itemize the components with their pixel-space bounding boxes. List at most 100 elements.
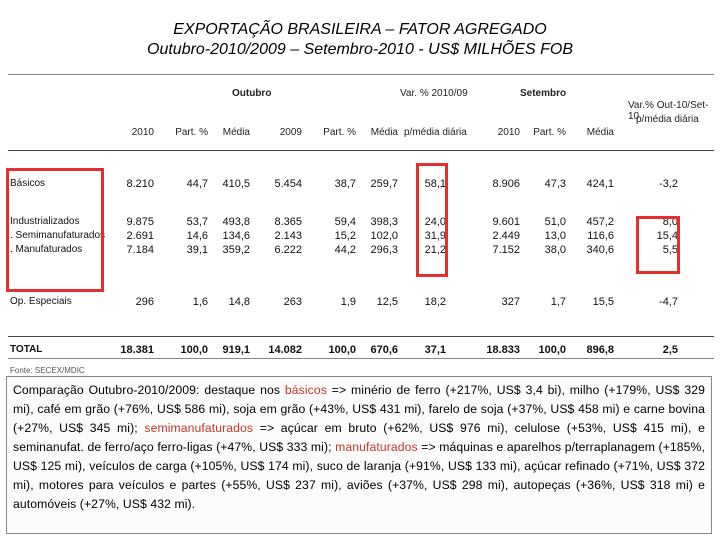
table-cell: 15,4 bbox=[656, 230, 678, 242]
highlight-box-categories bbox=[6, 168, 104, 292]
total-separator bbox=[8, 336, 714, 337]
table-cell: 5.454 bbox=[274, 178, 302, 190]
table-cell: 424,1 bbox=[586, 178, 614, 190]
header-separator bbox=[8, 150, 714, 151]
table-cell: 47,3 bbox=[544, 178, 566, 190]
table-cell: 38,7 bbox=[334, 178, 356, 190]
note-text: => minério de ferro (+217%, US$ 3,4 bi),… bbox=[13, 383, 705, 435]
table-cell: 14.082 bbox=[268, 344, 302, 356]
table-cell: 8.906 bbox=[492, 178, 520, 190]
row-label: Básicos bbox=[10, 178, 46, 189]
table-cell: 263 bbox=[283, 296, 302, 308]
table-cell: 13,0 bbox=[544, 230, 566, 242]
table-cell: 296,3 bbox=[370, 244, 398, 256]
table-cell: 5,5 bbox=[662, 244, 678, 256]
table-cell: 7.184 bbox=[126, 244, 154, 256]
table-cell: 2.143 bbox=[274, 230, 302, 242]
export-table: Outubro Var. % 2010/09 Setembro Var.% Ou… bbox=[4, 74, 716, 375]
table-cell: 12,5 bbox=[376, 296, 398, 308]
column-header: p/média diária bbox=[404, 127, 467, 138]
comparison-note: Comparação Outubro-2010/2009: destaque n… bbox=[6, 376, 712, 534]
group-header-var-out-set: Var.% Out-10/Set-10 bbox=[628, 100, 709, 122]
table-cell: 100,0 bbox=[538, 344, 566, 356]
highlight-box-var-out-set bbox=[636, 216, 680, 274]
table-cell: 9.601 bbox=[492, 216, 520, 228]
group-header-outubro: Outubro bbox=[232, 88, 272, 99]
table-cell: 2,5 bbox=[662, 344, 678, 356]
column-header: Part. % bbox=[323, 127, 356, 138]
table-bottom-border bbox=[8, 358, 714, 359]
table-cell: 100,0 bbox=[328, 344, 356, 356]
table-cell: 14,8 bbox=[228, 296, 250, 308]
row-label: . Semimanufaturados bbox=[10, 230, 106, 241]
column-header: 2010 bbox=[497, 127, 520, 138]
table-cell: 398,3 bbox=[370, 216, 398, 228]
source-note: Fonte: SECEX/MDIC bbox=[10, 366, 85, 375]
table-cell: 15,5 bbox=[592, 296, 614, 308]
table-cell: 18.833 bbox=[486, 344, 520, 356]
table-cell: 58,1 bbox=[424, 178, 446, 190]
table-cell: 31,9 bbox=[424, 230, 446, 242]
table-top-border bbox=[8, 74, 714, 75]
table-cell: 327 bbox=[501, 296, 520, 308]
row-label: . Manufaturados bbox=[10, 244, 83, 255]
column-header: 2010 bbox=[131, 127, 154, 138]
table-cell: 2.691 bbox=[126, 230, 154, 242]
table-cell: 1,9 bbox=[340, 296, 356, 308]
table-cell: 18.381 bbox=[120, 344, 154, 356]
group-header-setembro: Setembro bbox=[520, 88, 567, 99]
column-header: Média bbox=[222, 127, 250, 138]
table-cell: 102,0 bbox=[370, 230, 398, 242]
table-cell: 6.222 bbox=[274, 244, 302, 256]
column-header: 2009 bbox=[279, 127, 302, 138]
column-header: Part. % bbox=[533, 127, 566, 138]
table-cell: 134,6 bbox=[222, 230, 250, 242]
note-text: Comparação Outubro-2010/2009: destaque n… bbox=[13, 383, 285, 397]
table-cell: 100,0 bbox=[180, 344, 208, 356]
table-cell: -3,2 bbox=[659, 178, 678, 190]
table-cell: 18,2 bbox=[424, 296, 446, 308]
column-header: Média bbox=[370, 127, 398, 138]
table-cell: 8.365 bbox=[274, 216, 302, 228]
table-cell: 39,1 bbox=[186, 244, 208, 256]
table-cell: 37,1 bbox=[424, 344, 446, 356]
highlight-box-var-media bbox=[416, 163, 448, 277]
table-cell: 51,0 bbox=[544, 216, 566, 228]
table-cell: 1,6 bbox=[192, 296, 208, 308]
table-cell: 2.449 bbox=[492, 230, 520, 242]
note-highlight-basicos: básicos bbox=[284, 383, 327, 397]
table-cell: 670,6 bbox=[370, 344, 398, 356]
table-cell: 7.152 bbox=[492, 244, 520, 256]
table-cell: 44,7 bbox=[186, 178, 208, 190]
table-cell: 9.875 bbox=[126, 216, 154, 228]
table-cell: 1,7 bbox=[550, 296, 566, 308]
table-cell: 21,2 bbox=[424, 244, 446, 256]
table-cell: 457,2 bbox=[586, 216, 614, 228]
row-label: Industrializados bbox=[10, 216, 80, 227]
table-cell: 116,6 bbox=[587, 230, 614, 242]
table-cell: 340,6 bbox=[586, 244, 614, 256]
table-cell: 359,2 bbox=[222, 244, 250, 256]
note-text: => açúcar em bruto (+62%, US$ 976 mi), c… bbox=[13, 421, 705, 454]
table-cell: 8,0 bbox=[662, 216, 678, 228]
column-header: Part. % bbox=[175, 127, 208, 138]
note-text: => máquinas e aparelhos p/terraplanagem … bbox=[13, 440, 705, 511]
table-cell: 8.210 bbox=[126, 178, 154, 190]
table-cell: 14,6 bbox=[186, 230, 208, 242]
row-label: TOTAL bbox=[10, 344, 43, 355]
table-cell: 24,0 bbox=[424, 216, 446, 228]
table-cell: -4,7 bbox=[659, 296, 678, 308]
group-header-var-out-set-sub: p/média diária bbox=[636, 114, 699, 125]
table-cell: 896,8 bbox=[586, 344, 614, 356]
table-cell: 44,2 bbox=[334, 244, 356, 256]
note-highlight-manufaturados: manufaturados bbox=[335, 440, 418, 454]
table-cell: 410,5 bbox=[222, 178, 250, 190]
table-cell: 919,1 bbox=[222, 344, 250, 356]
table-cell: 259,7 bbox=[370, 178, 398, 190]
row-label: Op. Especiais bbox=[10, 296, 72, 307]
page-title: EXPORTAÇÃO BRASILEIRA – FATOR AGREGADO bbox=[173, 21, 547, 38]
table-cell: 296 bbox=[135, 296, 154, 308]
note-highlight-semimanufaturados: semimanufaturados bbox=[144, 421, 254, 435]
table-cell: 53,7 bbox=[186, 216, 208, 228]
column-header: Média bbox=[586, 127, 614, 138]
